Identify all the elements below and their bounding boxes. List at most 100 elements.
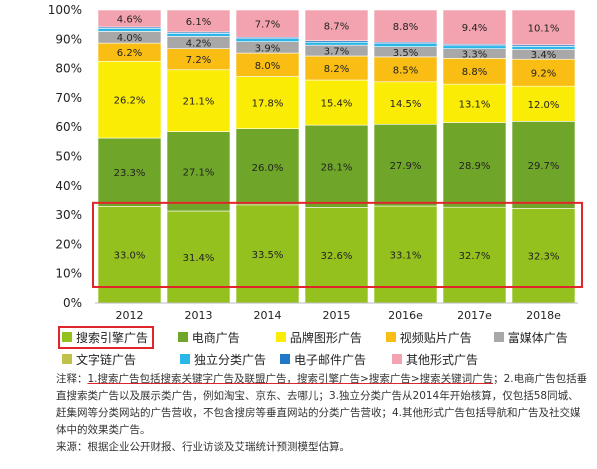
legend-item: 其他形式广告	[392, 351, 502, 368]
data-label: 26.2%	[114, 96, 146, 107]
legend-swatch	[177, 332, 188, 342]
data-label: 8.8%	[393, 22, 418, 33]
data-label: 8.0%	[255, 61, 280, 72]
bar-segment	[304, 124, 369, 208]
legend-item: 富媒体广告	[493, 329, 582, 346]
bar-segment	[442, 45, 507, 49]
x-tick-label: 2018e	[526, 309, 561, 322]
data-label: 26.0%	[252, 163, 284, 174]
bar-segment	[304, 79, 369, 126]
bar-segment	[442, 122, 507, 208]
data-label: 8.5%	[393, 65, 418, 76]
legend-label: 品牌图形广告	[289, 330, 362, 345]
bar-segment	[511, 9, 576, 46]
bar-segment	[304, 55, 369, 81]
legend-item: 电子邮件广告	[280, 351, 392, 368]
legend-swatch	[493, 332, 504, 342]
legend-label: 其他形式广告	[406, 352, 479, 367]
y-tick-label: 70%	[55, 91, 82, 105]
bar-segment	[373, 56, 438, 83]
legend-swatch	[180, 354, 190, 364]
legend-label: 电子邮件广告	[294, 352, 367, 367]
bar-segment	[235, 9, 300, 38]
legend-item: 视频贴片广告	[385, 329, 494, 346]
x-tick-label: 2013	[185, 309, 213, 322]
data-labels: 33.0% 23.3% 26.2% 6.2% 4.0% 4.6% 31.4% 27.1% 21.…	[114, 14, 560, 264]
source-text: 来源：根据企业公开财报、行业访谈及艾瑞统计预测模型估算。	[56, 441, 350, 453]
data-label: 7.7%	[255, 20, 280, 31]
legend-label: 文字链广告	[76, 352, 137, 367]
data-label: 33.0%	[114, 251, 146, 262]
legend-swatch	[392, 354, 402, 364]
legend-row-2: 文字链广告 独立分类广告 电子邮件广告 其他形式广告	[62, 348, 582, 370]
legend-swatch	[280, 354, 290, 364]
legend: 搜索引擎广告 电商广告 品牌图形广告 视频贴片广告 富媒体广告 文字链广告 独立分类广告 电…	[58, 325, 582, 370]
data-label: 8.7%	[324, 21, 349, 32]
bar-segment	[166, 131, 231, 212]
data-label: 9.2%	[531, 69, 556, 80]
data-label: 9.4%	[462, 23, 487, 34]
x-tick-label: 2017e	[457, 309, 492, 322]
bar-segment	[442, 83, 507, 123]
data-label: 32.3%	[528, 252, 560, 263]
legend-label: 独立分类广告	[194, 352, 267, 367]
bar-segment	[373, 9, 438, 43]
y-tick-label: 100%	[48, 3, 82, 17]
legend-item: 独立分类广告	[180, 351, 280, 368]
y-tick-label: 60%	[55, 120, 82, 134]
y-tick-label: 30%	[55, 208, 82, 222]
legend-swatch	[62, 354, 72, 364]
bar-segment	[373, 43, 438, 47]
data-label: 8.2%	[324, 64, 349, 75]
legend-label: 富媒体广告	[507, 330, 568, 345]
data-label: 28.9%	[459, 161, 491, 172]
data-label: 33.1%	[390, 251, 422, 262]
y-tick-label: 50%	[55, 150, 82, 164]
legend-row-1: 搜索引擎广告 电商广告 品牌图形广告 视频贴片广告 富媒体广告	[58, 325, 582, 349]
data-label: 12.0%	[528, 100, 560, 111]
y-tick-label: 0%	[63, 296, 82, 310]
data-label: 3.3%	[462, 50, 487, 61]
x-tick-label: 2014	[254, 309, 282, 322]
note-prefix: 注释：	[56, 373, 88, 385]
bar-segment	[166, 33, 231, 37]
data-label: 4.2%	[186, 39, 211, 50]
y-axis: 0% 10% 20% 30% 40% 50% 60% 70% 80% 90% 100%	[48, 3, 82, 310]
bar-segment	[511, 58, 576, 87]
notes: 注释：1.搜索广告包括搜索关键字广告及联盟广告，搜索引擎广告>搜索广告>搜索关键…	[56, 371, 588, 456]
data-label: 33.5%	[252, 250, 284, 261]
legend-label: 搜索引擎广告	[76, 330, 149, 345]
data-label: 17.8%	[252, 99, 284, 110]
y-tick-label: 10%	[55, 267, 82, 281]
data-label: 29.7%	[528, 161, 560, 172]
data-label: 6.1%	[186, 17, 211, 28]
note-rest: ；2.电商广告包括垂直搜索类广告以及展示类广告，例如淘宝、京东、去哪儿；3.独立…	[56, 373, 588, 436]
x-tick-label: 2015	[323, 309, 351, 322]
data-label: 3.9%	[255, 43, 280, 54]
bar-segment	[511, 46, 576, 50]
data-label: 27.9%	[390, 161, 422, 172]
y-tick-label: 20%	[55, 237, 82, 251]
data-label: 7.2%	[186, 55, 211, 66]
bar-segment	[442, 9, 507, 45]
legend-item: 电商广告	[177, 329, 276, 346]
data-label: 6.2%	[117, 48, 142, 59]
data-label: 3.4%	[531, 50, 556, 61]
data-label: 4.0%	[117, 33, 142, 44]
data-label: 31.4%	[183, 253, 215, 264]
data-label: 10.1%	[528, 23, 560, 34]
data-label: 32.6%	[321, 251, 353, 262]
legend-swatch	[62, 332, 72, 342]
legend-item: 品牌图形广告	[275, 329, 386, 346]
y-tick-label: 40%	[55, 179, 82, 193]
data-label: 4.6%	[117, 14, 142, 25]
bar-segment	[235, 38, 300, 42]
data-label: 13.1%	[459, 99, 491, 110]
y-tick-label: 90%	[55, 32, 82, 46]
data-label: 21.1%	[183, 97, 215, 108]
bar-segment	[442, 58, 507, 85]
data-label: 27.1%	[183, 167, 215, 178]
bar-segment	[511, 85, 576, 122]
bar-segment	[97, 9, 162, 28]
bar-segment	[373, 81, 438, 125]
